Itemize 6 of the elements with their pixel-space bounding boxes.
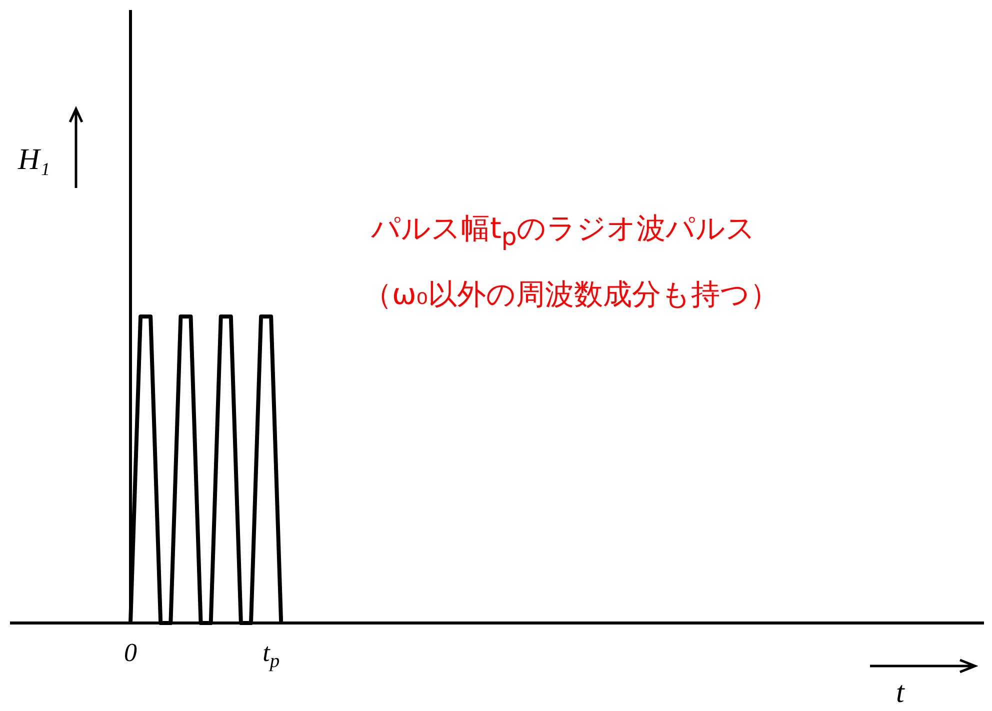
text: （ω₀以外の周波数成分も持つ） [363, 276, 779, 313]
x-tick-label: t$_{p}$ [262, 638, 280, 672]
text: パルス幅t$_{p}$のラジオ波パルス [371, 210, 757, 253]
x-tick-label: 0 [124, 638, 137, 667]
x-axis-title: t [896, 676, 904, 710]
y-axis-title: H₁ [18, 143, 50, 177]
